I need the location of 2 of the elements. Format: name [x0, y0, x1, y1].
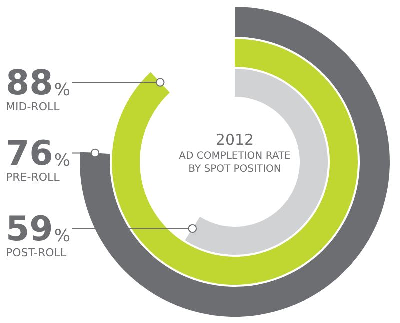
text: 2012	[216, 131, 254, 149]
text: AD COMPLETION RATE BY SPOT POSITION	[179, 151, 291, 175]
